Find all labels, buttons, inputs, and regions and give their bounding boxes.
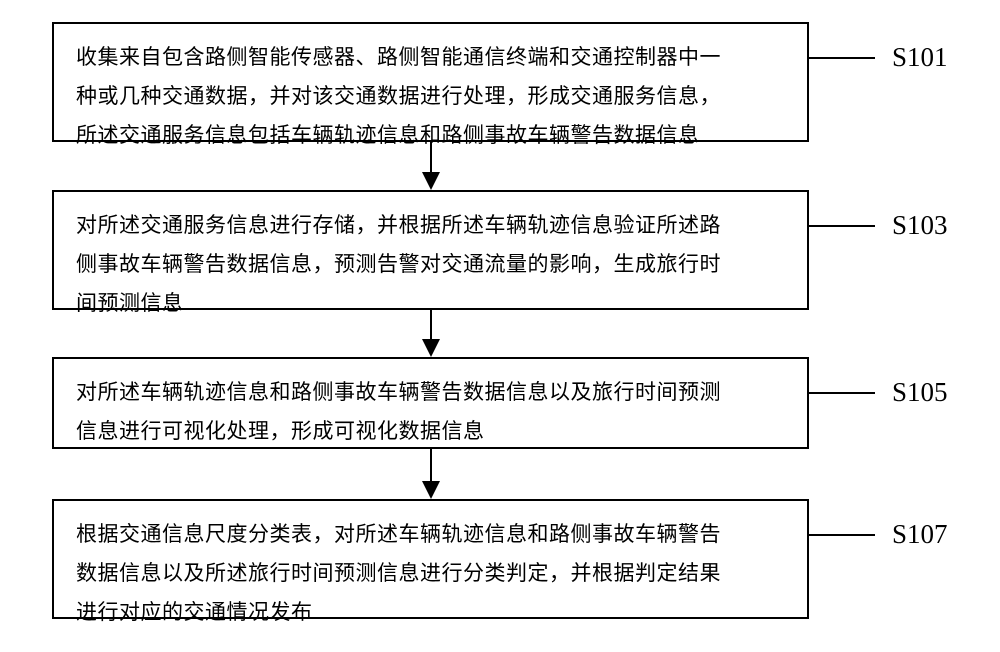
step-s103-line: 侧事故车辆警告数据信息，预测告警对交通流量的影响，生成旅行时: [76, 245, 785, 284]
lead-line-s105: [809, 391, 875, 395]
step-s107-line: 数据信息以及所述旅行时间预测信息进行分类判定，并根据判定结果: [76, 554, 785, 593]
step-label-s105: S105: [892, 377, 948, 408]
step-s101: 收集来自包含路侧智能传感器、路侧智能通信终端和交通控制器中一种或几种交通数据，并…: [52, 22, 809, 142]
step-s103: 对所述交通服务信息进行存储，并根据所述车辆轨迹信息验证所述路侧事故车辆警告数据信…: [52, 190, 809, 310]
lead-line-s107: [809, 533, 875, 537]
step-label-s107: S107: [892, 519, 948, 550]
step-s107-line: 根据交通信息尺度分类表，对所述车辆轨迹信息和路侧事故车辆警告: [76, 515, 785, 554]
step-s103-line: 对所述交通服务信息进行存储，并根据所述车辆轨迹信息验证所述路: [76, 206, 785, 245]
step-s107-line: 进行对应的交通情况发布: [76, 593, 785, 632]
step-s101-line: 收集来自包含路侧智能传感器、路侧智能通信终端和交通控制器中一: [76, 38, 785, 77]
step-s103-line: 间预测信息: [76, 284, 785, 323]
step-s105: 对所述车辆轨迹信息和路侧事故车辆警告数据信息以及旅行时间预测信息进行可视化处理，…: [52, 357, 809, 449]
step-label-s103: S103: [892, 210, 948, 241]
step-s101-line: 所述交通服务信息包括车辆轨迹信息和路侧事故车辆警告数据信息: [76, 116, 785, 155]
flowchart-canvas: 收集来自包含路侧智能传感器、路侧智能通信终端和交通控制器中一种或几种交通数据，并…: [0, 0, 1000, 652]
step-s105-line: 对所述车辆轨迹信息和路侧事故车辆警告数据信息以及旅行时间预测: [76, 373, 785, 412]
step-label-s101: S101: [892, 42, 948, 73]
step-s107: 根据交通信息尺度分类表，对所述车辆轨迹信息和路侧事故车辆警告数据信息以及所述旅行…: [52, 499, 809, 619]
lead-line-s103: [809, 224, 875, 228]
arrow-s105-to-s107: [420, 449, 442, 499]
lead-line-s101: [809, 56, 875, 60]
step-s101-line: 种或几种交通数据，并对该交通数据进行处理，形成交通服务信息，: [76, 77, 785, 116]
step-s105-line: 信息进行可视化处理，形成可视化数据信息: [76, 412, 785, 451]
